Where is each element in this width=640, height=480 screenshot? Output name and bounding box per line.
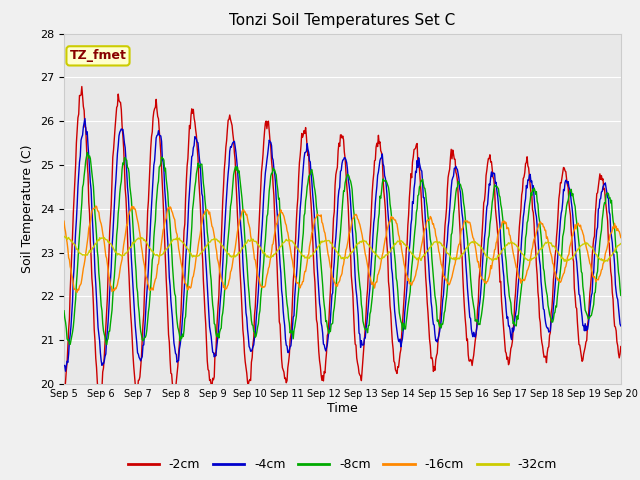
Y-axis label: Soil Temperature (C): Soil Temperature (C)	[22, 144, 35, 273]
X-axis label: Time: Time	[327, 402, 358, 415]
Text: TZ_fmet: TZ_fmet	[70, 49, 127, 62]
Legend: -2cm, -4cm, -8cm, -16cm, -32cm: -2cm, -4cm, -8cm, -16cm, -32cm	[123, 453, 562, 476]
Title: Tonzi Soil Temperatures Set C: Tonzi Soil Temperatures Set C	[229, 13, 456, 28]
